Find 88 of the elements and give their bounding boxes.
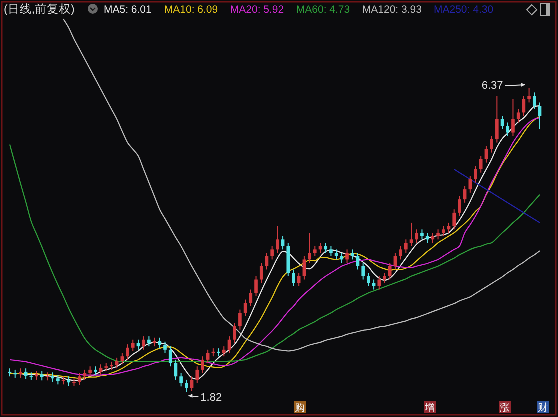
candlestick xyxy=(442,226,446,237)
candlestick xyxy=(372,279,376,290)
candlestick xyxy=(115,357,119,370)
candlestick xyxy=(474,166,478,184)
candlestick xyxy=(148,336,151,348)
candlestick xyxy=(399,246,402,260)
candlestick xyxy=(313,246,317,257)
candlestick xyxy=(201,356,204,374)
candlestick xyxy=(67,376,71,386)
candlestick xyxy=(528,88,531,104)
annotation: 1.82 xyxy=(200,392,222,404)
candlestick xyxy=(334,249,338,260)
candlestick xyxy=(196,366,200,384)
candlestick xyxy=(436,229,440,240)
candlestick xyxy=(378,276,382,290)
candlestick xyxy=(131,339,135,352)
candlestick xyxy=(388,262,392,280)
candlestick xyxy=(126,344,130,360)
candlestick xyxy=(238,309,242,330)
candlestick xyxy=(490,136,494,154)
candlestick xyxy=(538,102,542,130)
candlestick xyxy=(367,272,370,287)
candlestick xyxy=(56,374,60,386)
candlestick xyxy=(324,242,328,254)
candlestick xyxy=(142,336,146,350)
candlestick xyxy=(254,276,258,297)
candlestick xyxy=(40,370,44,382)
annotation: 6.37 xyxy=(482,80,504,92)
candlestick xyxy=(244,299,248,317)
candlestick xyxy=(362,262,365,280)
candlestick xyxy=(463,186,467,204)
candlestick xyxy=(19,368,22,378)
candlestick xyxy=(24,368,28,380)
candlestick xyxy=(356,252,360,270)
candlestick xyxy=(136,339,140,350)
candlestick xyxy=(350,249,354,260)
candlestick xyxy=(249,289,253,307)
candlestick xyxy=(270,246,274,260)
candlestick xyxy=(468,176,472,194)
candlestick xyxy=(415,229,419,244)
candlestick xyxy=(410,222,414,247)
candlestick xyxy=(158,337,162,350)
candlestick xyxy=(308,232,312,264)
candlestick xyxy=(297,272,301,287)
candlestick xyxy=(260,262,264,284)
candlestick xyxy=(394,252,398,270)
candlestick xyxy=(496,96,499,144)
text: MA20: 5.92 xyxy=(230,4,284,16)
candlestick xyxy=(265,252,269,270)
candlestick xyxy=(292,269,296,287)
text: MA120: 3.93 xyxy=(362,4,422,16)
candlestick xyxy=(190,376,194,392)
candlestick xyxy=(346,249,349,264)
candlestick xyxy=(168,346,172,368)
text: MA60: 4.73 xyxy=(296,4,350,16)
candlestick xyxy=(228,336,232,354)
candlestick xyxy=(99,364,103,376)
candlestick xyxy=(281,236,285,250)
candlestick xyxy=(532,92,536,110)
candlestick xyxy=(276,226,280,254)
candlestick xyxy=(330,246,333,257)
candlestick xyxy=(302,256,306,280)
candlestick xyxy=(120,352,124,366)
candlestick xyxy=(383,272,386,284)
candlestick xyxy=(506,122,510,137)
candlestick xyxy=(180,372,183,388)
candlestick xyxy=(88,366,92,378)
candlestick xyxy=(206,349,210,364)
text: MA250: 4.30 xyxy=(434,4,494,16)
text: MA10: 6.09 xyxy=(164,4,218,16)
candlestick xyxy=(30,372,34,380)
candlestick xyxy=(512,98,515,137)
text: MA5: 6.01 xyxy=(104,4,152,16)
candlestick xyxy=(72,378,76,386)
candlestick xyxy=(185,379,188,392)
candlestick xyxy=(164,341,167,354)
candlestick xyxy=(51,372,54,382)
candlestick xyxy=(479,156,483,174)
candlestick xyxy=(420,229,424,240)
candlestick xyxy=(458,196,462,217)
candlestick xyxy=(78,372,82,386)
candlestick xyxy=(233,322,237,344)
candlestick xyxy=(484,146,488,164)
candlestick xyxy=(404,239,408,254)
chart-title: (日线,前复权) xyxy=(4,3,76,16)
candlestick xyxy=(452,209,456,230)
candlestick xyxy=(222,346,226,358)
candlestick xyxy=(516,108,520,124)
